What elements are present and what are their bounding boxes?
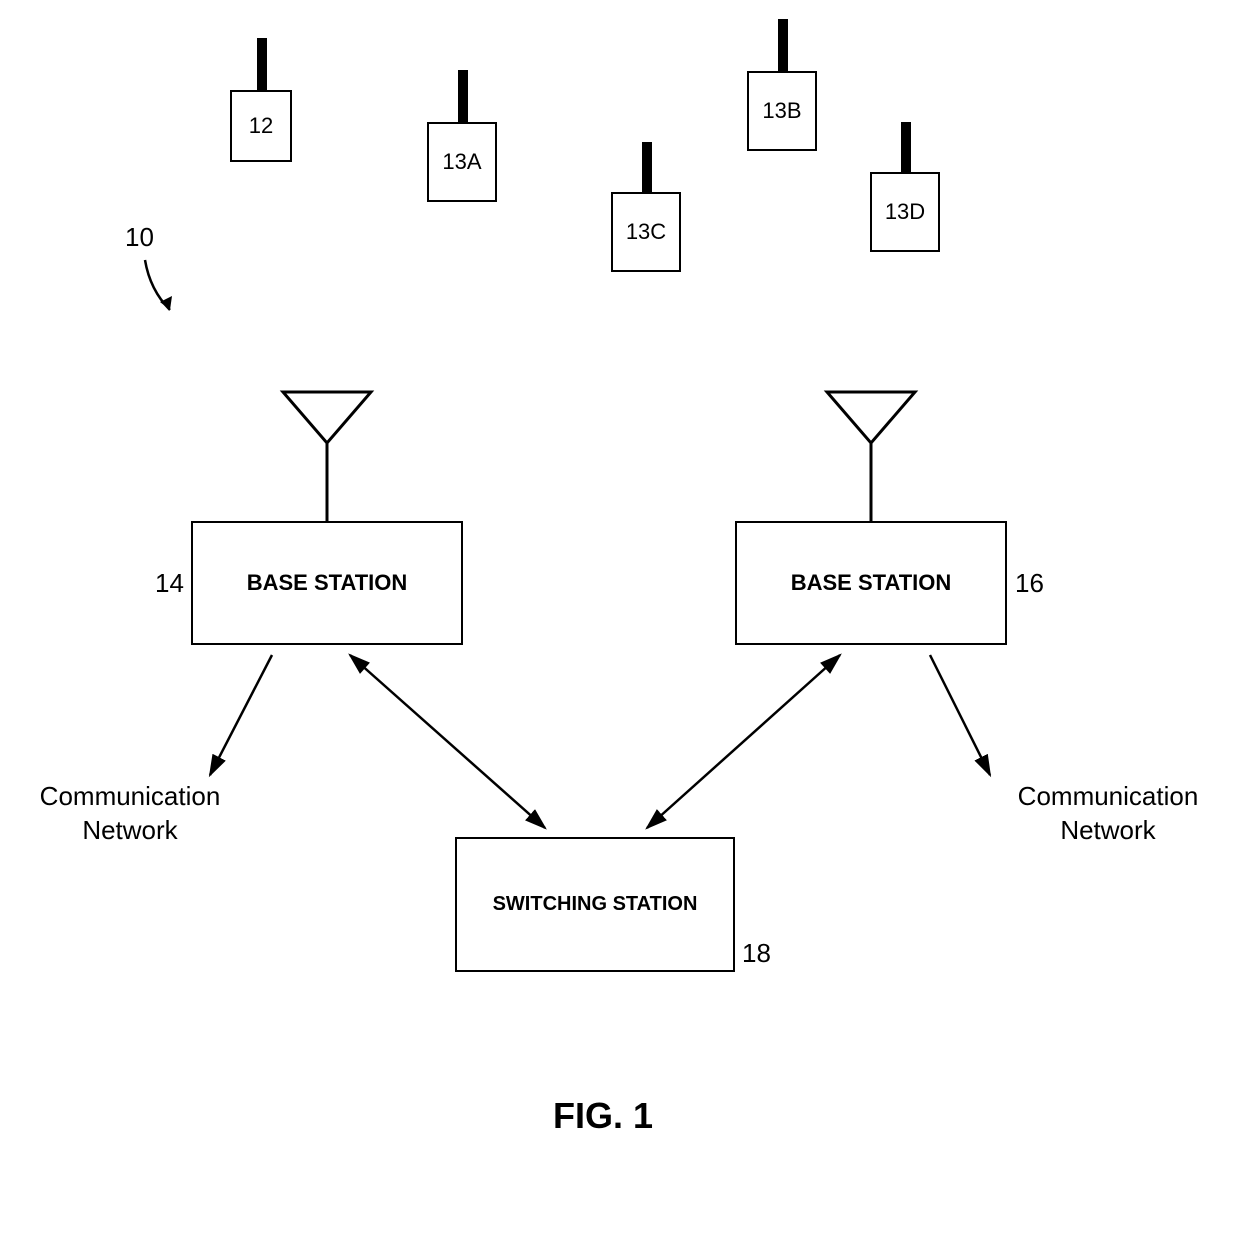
connecting-arrows [0, 0, 1240, 1238]
ref-10: 10 [125, 222, 154, 253]
base-station-2-label: BASE STATION [791, 570, 952, 596]
base-station-1-antenna [0, 0, 1240, 1238]
device-13c-label: 13C [626, 219, 666, 245]
ref-14: 14 [155, 568, 184, 599]
device-12: 12 [230, 90, 292, 162]
base-station-1-label: BASE STATION [247, 570, 408, 596]
device-13d: 13D [870, 172, 940, 252]
device-13b-antenna [778, 19, 788, 71]
device-13b: 13B [747, 71, 817, 151]
device-12-antenna [257, 38, 267, 90]
device-13a-label: 13A [442, 149, 481, 175]
base-station-2-antenna [0, 0, 1240, 1238]
figure-label: FIG. 1 [553, 1095, 653, 1137]
device-13c-antenna [642, 142, 652, 192]
comm-network-left-text: Communication Network [40, 781, 221, 845]
switching-station-label: SWITCHING STATION [493, 893, 698, 916]
base-station-1: BASE STATION [191, 521, 463, 645]
device-13d-antenna [901, 122, 911, 172]
switching-station: SWITCHING STATION [455, 837, 735, 972]
device-13d-label: 13D [885, 199, 925, 225]
base-station-2: BASE STATION [735, 521, 1007, 645]
device-13b-label: 13B [762, 98, 801, 124]
diagram-container: 10 12 13A 13B 13C 13D BASE STATION 14 BA [0, 0, 1240, 1238]
ref-18: 18 [742, 938, 771, 969]
device-13a-antenna [458, 70, 468, 122]
device-13c: 13C [611, 192, 681, 272]
ref-10-arrow [0, 0, 1240, 1238]
ref-16: 16 [1015, 568, 1044, 599]
comm-network-right: Communication Network [988, 780, 1228, 848]
device-13a: 13A [427, 122, 497, 202]
comm-network-left: Communication Network [10, 780, 250, 848]
comm-network-right-text: Communication Network [1018, 781, 1199, 845]
device-12-label: 12 [249, 113, 273, 139]
